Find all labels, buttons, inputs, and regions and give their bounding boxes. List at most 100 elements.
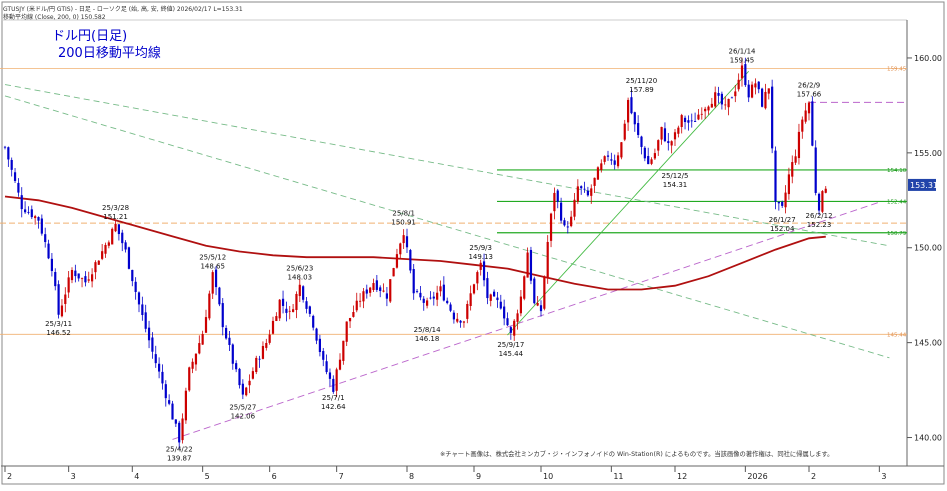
candle-body [449, 304, 452, 311]
candle-body [201, 334, 204, 345]
annotation-date: 26/1/14 [729, 47, 757, 55]
candle-body [221, 303, 224, 328]
candle-body [811, 101, 814, 146]
annotation-date: 25/5/12 [199, 253, 226, 261]
candle-body [40, 218, 43, 234]
candle-body [158, 363, 161, 372]
candle-body [663, 128, 667, 142]
candle-body [399, 243, 402, 255]
candle-body [64, 294, 67, 304]
candle-body [482, 261, 486, 281]
candle-body [566, 226, 569, 228]
candle-body [332, 378, 335, 392]
candle-body [600, 163, 603, 171]
level-label-0: 159.45 [887, 66, 907, 72]
annotation-date: 26/2/9 [798, 81, 821, 89]
candle-body [476, 272, 479, 284]
candle-body [426, 300, 429, 306]
candle-body [258, 358, 261, 360]
candle-body [228, 337, 231, 345]
annotation-date: 26/2/12 [806, 212, 833, 220]
candle-body [365, 289, 368, 294]
candle-body [787, 174, 790, 195]
candle-body [97, 260, 100, 265]
candle-body [436, 292, 439, 300]
candle-body [637, 123, 640, 136]
candle-body [583, 188, 586, 190]
candle-body [620, 142, 623, 158]
candle-body [700, 113, 703, 115]
candle-body [667, 141, 670, 144]
candle-body [724, 104, 727, 106]
candle-body [275, 316, 278, 322]
x-tick-label: 6 [272, 472, 277, 481]
candle-body [821, 191, 824, 212]
candle-body [124, 242, 127, 250]
candle-body [402, 235, 405, 244]
candle-body [20, 195, 23, 210]
candle-body [496, 297, 499, 301]
candle-body [616, 155, 620, 167]
candle-body [586, 190, 589, 196]
candle-body [137, 292, 141, 305]
annotation-date: 25/4/22 [166, 445, 193, 453]
candle-body [80, 278, 84, 280]
candle-body [479, 262, 482, 270]
candle-body [235, 363, 238, 370]
candle-body [389, 279, 392, 302]
candle-body [345, 321, 348, 342]
candle-body [744, 64, 747, 86]
candle-body [707, 106, 710, 111]
candle-body [767, 88, 770, 94]
candle-body [405, 236, 409, 248]
candle-body [375, 280, 378, 290]
candle-body [395, 254, 399, 268]
candle-body [379, 287, 382, 292]
candle-body [248, 380, 251, 386]
candle-body [184, 390, 187, 421]
candle-body [104, 244, 107, 254]
candle-body [727, 98, 730, 108]
candle-body [439, 286, 442, 292]
candle-body [777, 201, 780, 204]
candle-body [369, 287, 372, 293]
candle-body [57, 284, 60, 315]
candle-body [231, 344, 234, 364]
candle-body [633, 112, 636, 125]
candle-body [251, 371, 254, 379]
annotation-date: 25/6/23 [286, 265, 313, 273]
candle-body [181, 418, 184, 441]
candle-body [442, 284, 445, 301]
candle-body [121, 232, 124, 244]
candle-body [225, 327, 228, 339]
annotation-date: 25/9/3 [469, 244, 492, 252]
candle-body [546, 241, 549, 278]
candle-body [44, 234, 47, 243]
candle-body [797, 131, 801, 159]
candle-body [305, 301, 308, 309]
candle-body [516, 313, 519, 322]
candle-body [392, 268, 395, 277]
candle-body [553, 192, 556, 212]
candle-body [164, 384, 167, 399]
candle-body [147, 327, 151, 341]
candle-body [211, 272, 214, 294]
candle-body [302, 286, 305, 300]
candle-body [338, 359, 342, 370]
x-tick-label: 2 [7, 472, 12, 481]
chart-title-line-2: 200日移動平均線 [58, 46, 161, 61]
candle-body [315, 328, 318, 341]
candle-body [697, 114, 700, 120]
candle-body [781, 201, 784, 206]
candle-body [171, 403, 174, 420]
candle-body [606, 155, 610, 157]
candle-body [70, 270, 74, 281]
candle-body [791, 162, 794, 177]
candle-body [817, 193, 821, 211]
candle-body [580, 186, 583, 189]
candle-body [151, 337, 154, 352]
candle-body [382, 290, 385, 292]
candle-body [178, 422, 181, 443]
candle-body [603, 156, 606, 162]
candle-body [298, 284, 301, 296]
